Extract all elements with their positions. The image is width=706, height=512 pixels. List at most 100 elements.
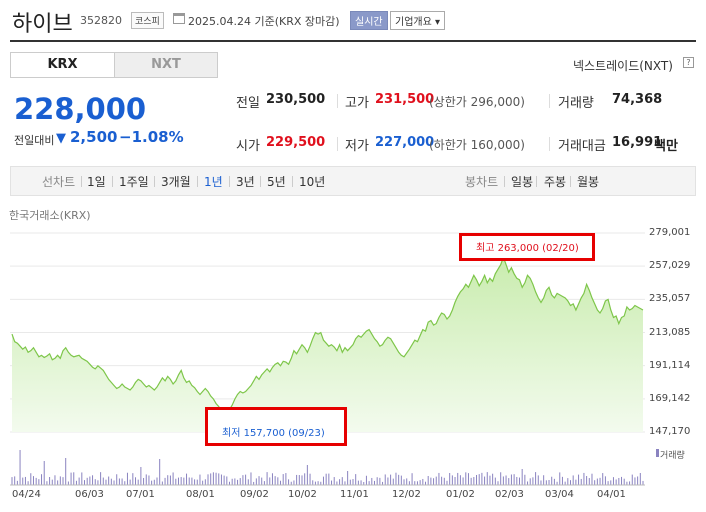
volume-bar [73, 472, 75, 485]
volume-bar [175, 478, 177, 485]
volume-bar [234, 478, 236, 485]
period-divider [570, 176, 571, 187]
volume-legend-icon [656, 449, 659, 457]
period-10y[interactable]: 10년 [299, 175, 326, 189]
volume-bar [226, 476, 228, 485]
volume-bar [406, 478, 408, 485]
tab-krx[interactable]: KRX [11, 53, 114, 77]
volume-bar [623, 478, 625, 485]
realtime-button[interactable]: 실시간 [350, 11, 388, 30]
period-1y[interactable]: 1년 [204, 175, 223, 189]
volume-bar [57, 480, 59, 485]
volume-bar [169, 475, 171, 485]
period-5y[interactable]: 5년 [267, 175, 286, 189]
volume-bar [24, 476, 26, 485]
volume-bar [137, 479, 139, 485]
volume-bar [422, 478, 424, 485]
volume-bar [510, 474, 512, 485]
volume-bar [449, 473, 451, 485]
y-tick-label: 169,142 [649, 392, 691, 404]
volume-bar [529, 478, 531, 485]
volume-bar [505, 475, 507, 485]
volume-bar [451, 475, 453, 485]
volume-bar [395, 472, 397, 485]
volume-bar [516, 476, 518, 485]
volume-bar [548, 479, 550, 485]
volume-bar [277, 477, 279, 485]
volume-bar [22, 477, 24, 485]
volume-bar [180, 477, 182, 485]
volume-bar [545, 480, 547, 485]
volume-bar [317, 481, 319, 485]
volume-bar [349, 479, 351, 485]
volume-bar [263, 481, 265, 485]
low-callout: 최저 157,700 (09/23) [205, 407, 347, 446]
volume-bar [532, 477, 534, 485]
y-tick-label: 257,029 [649, 260, 691, 272]
volume-bar [430, 477, 432, 485]
x-tick-label: 09/02 [240, 489, 269, 500]
candle-weekly[interactable]: 주봉 [544, 175, 567, 189]
volume-bar [481, 472, 483, 485]
period-1w[interactable]: 1주일 [119, 175, 149, 189]
calendar-icon [173, 13, 185, 24]
candle-monthly[interactable]: 월봉 [577, 175, 600, 189]
volume-bar [320, 481, 322, 485]
volume-bar [360, 480, 362, 485]
company-overview-dropdown[interactable]: 기업개요 ▾ [390, 11, 445, 30]
period-3y[interactable]: 3년 [236, 175, 255, 189]
period-3m[interactable]: 3개월 [161, 175, 191, 189]
volume-bar [194, 479, 196, 485]
volume-bar [140, 467, 142, 485]
volume-bar [553, 478, 555, 485]
volume-bar [38, 479, 40, 485]
candle-daily[interactable]: 일봉 [511, 175, 534, 189]
volume-bar [247, 479, 249, 485]
volume-bar [312, 480, 314, 485]
volume-bar [575, 479, 577, 485]
volume-bar [433, 478, 435, 485]
volume-bar [384, 474, 386, 485]
volume-bar [271, 473, 273, 485]
volume-bar [363, 481, 365, 485]
volume-bar [296, 474, 298, 485]
period-divider [260, 176, 261, 187]
period-1d[interactable]: 1일 [87, 175, 106, 189]
volume-bar [543, 475, 545, 485]
nextrade-link[interactable]: 넥스트레이드(NXT) [573, 59, 673, 73]
volume-bar [183, 477, 185, 485]
volume-bar [604, 476, 606, 485]
volume-bar [199, 474, 201, 485]
volume-bar [27, 481, 29, 485]
volume-bar [357, 480, 359, 485]
volume-bar [535, 472, 537, 485]
volume-bar [89, 476, 91, 485]
low-label-text: 최저 157,700 (09/23) [222, 428, 325, 439]
volume-bar [527, 481, 529, 485]
volume-bar [465, 472, 467, 485]
volume-bar [473, 477, 475, 485]
volume-bar [610, 480, 612, 485]
stat-divider [337, 94, 338, 108]
x-tick-label: 01/02 [446, 489, 475, 500]
volume-bar [196, 479, 198, 485]
help-icon[interactable]: ? [683, 57, 694, 68]
volume-bar [621, 476, 623, 485]
volume-bar [121, 478, 123, 485]
volume-bar [591, 473, 593, 485]
volume-bar [306, 465, 308, 485]
x-tick-label: 02/03 [495, 489, 524, 500]
volume-bar [583, 472, 585, 485]
volume-bar [202, 480, 204, 485]
volume-bar [500, 472, 502, 485]
volume-bar [54, 475, 56, 485]
tab-nxt[interactable]: NXT [114, 53, 217, 77]
stock-code: 352820 [80, 14, 122, 27]
volume-bar [309, 473, 311, 485]
volume-bar [16, 480, 18, 485]
volume-bar [212, 472, 214, 485]
x-tick-label: 08/01 [186, 489, 215, 500]
volume-bar [239, 478, 241, 485]
volume-bar [269, 477, 271, 485]
x-tick-label: 10/02 [288, 489, 317, 500]
